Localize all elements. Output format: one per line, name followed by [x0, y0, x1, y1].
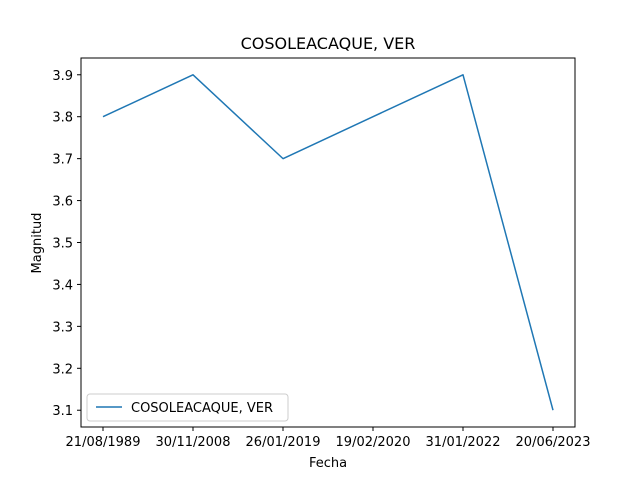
y-tick-label: 3.3 — [52, 320, 73, 335]
x-tick-label: 21/08/1989 — [66, 435, 141, 450]
x-tick-label: 30/11/2008 — [156, 435, 231, 450]
plot-area — [80, 57, 576, 428]
x-tick-label: 26/01/2019 — [246, 435, 321, 450]
series-line — [102, 74, 554, 411]
y-tick-label: 3.5 — [52, 237, 73, 252]
y-tick-label: 3.4 — [52, 278, 73, 293]
x-axis-title: Fecha — [309, 456, 347, 471]
x-tick-label: 19/02/2020 — [336, 435, 411, 450]
y-tick-label: 3.1 — [52, 404, 73, 419]
y-tick-label: 3.9 — [52, 69, 73, 84]
y-axis-title: Magnitud — [30, 213, 45, 274]
x-tick-label: 31/01/2022 — [426, 435, 501, 450]
x-tick-label: 20/06/2023 — [516, 435, 591, 450]
x-axis: 21/08/1989 30/11/2008 26/01/2019 19/02/2020… — [66, 427, 591, 450]
legend-label: COSOLEACAQUE, VER — [131, 401, 273, 416]
chart-title: COSOLEACAQUE, VER — [241, 34, 416, 53]
y-tick-label: 3.7 — [52, 153, 73, 168]
y-tick-label: 3.8 — [52, 111, 73, 126]
plot-frame — [80, 57, 576, 428]
legend-box — [86, 393, 289, 422]
y-tick-label: 3.6 — [52, 195, 73, 210]
y-tick-label: 3.2 — [52, 362, 73, 377]
y-axis: 3.1 3.2 3.3 3.4 3.5 3.6 3.7 3.8 3.9 — [52, 69, 81, 419]
legend: COSOLEACAQUE, VER — [86, 393, 289, 422]
series-layer — [102, 74, 554, 411]
